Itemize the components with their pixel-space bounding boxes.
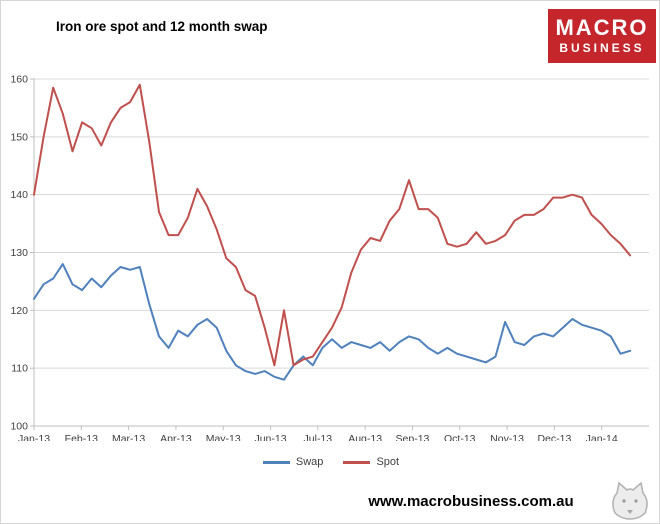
svg-text:Jan-14: Jan-14 — [586, 433, 618, 441]
logo-text-business: BUSINESS — [559, 41, 645, 55]
svg-text:Dec-13: Dec-13 — [537, 433, 571, 441]
chart-title: Iron ore spot and 12 month swap — [56, 19, 268, 34]
macrobusiness-logo: MACRO BUSINESS — [548, 9, 656, 63]
chart-legend: Swap Spot — [1, 456, 659, 468]
svg-text:Sep-13: Sep-13 — [396, 433, 430, 441]
legend-label-spot: Spot — [376, 456, 400, 468]
svg-text:140: 140 — [10, 189, 28, 201]
wolf-logo — [612, 481, 648, 520]
svg-text:110: 110 — [11, 363, 28, 375]
svg-text:Apr-13: Apr-13 — [160, 433, 192, 441]
svg-text:Jun-13: Jun-13 — [254, 433, 286, 441]
legend-item-swap: Swap — [262, 456, 324, 468]
svg-text:Nov-13: Nov-13 — [490, 433, 524, 441]
line-chart-plot: 100 110 120 130 140 150 160 Jan-13 Feb-13 Mar-13 A… — [10, 74, 649, 441]
svg-text:130: 130 — [10, 247, 28, 259]
svg-text:Oct-13: Oct-13 — [444, 433, 476, 441]
svg-text:Mar-13: Mar-13 — [112, 433, 145, 441]
svg-text:May-13: May-13 — [206, 433, 241, 441]
logo-text-macro: MACRO — [555, 15, 649, 40]
svg-text:150: 150 — [10, 131, 28, 143]
svg-text:160: 160 — [10, 74, 28, 86]
legend-item-spot: Spot — [343, 456, 399, 468]
footer-url: www.macrobusiness.com.au — [368, 493, 574, 510]
svg-text:100: 100 — [10, 421, 28, 433]
legend-label-swap: Swap — [295, 456, 324, 468]
svg-text:Jan-13: Jan-13 — [18, 433, 50, 441]
svg-text:Aug-13: Aug-13 — [348, 433, 382, 441]
swap-line-swatch — [262, 460, 290, 464]
svg-text:Jul-13: Jul-13 — [304, 433, 333, 441]
spot-line-swatch — [343, 460, 371, 464]
svg-text:120: 120 — [10, 305, 28, 317]
svg-text:Feb-13: Feb-13 — [65, 433, 98, 441]
